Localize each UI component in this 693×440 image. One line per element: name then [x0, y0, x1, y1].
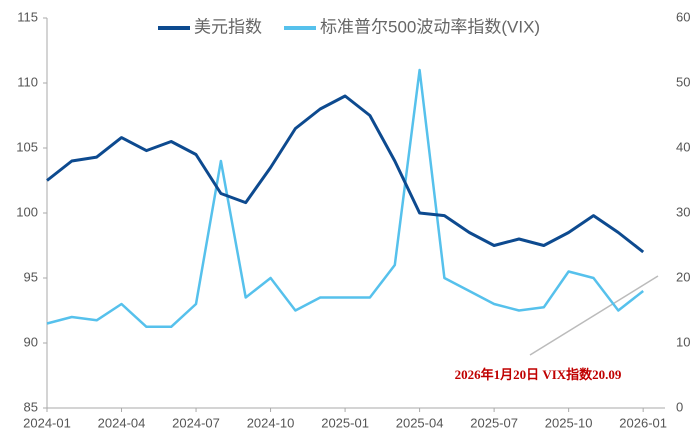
- x-tick-label: 2025-01: [321, 415, 369, 430]
- y-tick-label: 115: [17, 9, 38, 24]
- x-tick-label: 2026-01: [619, 415, 667, 430]
- x-tick-label: 2025-04: [396, 415, 444, 430]
- y-tick-label: 110: [17, 74, 38, 89]
- x-tick-label: 2025-10: [545, 415, 593, 430]
- x-tick-label: 2024-07: [172, 415, 220, 430]
- y2-tick-label: 40: [676, 139, 690, 154]
- x-tick-label: 2024-01: [23, 415, 71, 430]
- y-tick-label: 85: [24, 399, 38, 414]
- annotation-arrow: [529, 275, 659, 356]
- y2-tick-label: 20: [676, 269, 690, 284]
- y2-tick-label: 10: [676, 334, 690, 349]
- x-tick-label: 2024-10: [247, 415, 295, 430]
- x-tick-label: 2024-04: [98, 415, 146, 430]
- legend-label: 美元指数: [194, 17, 262, 36]
- series-line: [46, 68, 644, 329]
- y2-tick-label: 60: [676, 9, 690, 24]
- x-tick-label: 2025-07: [470, 415, 518, 430]
- y2-tick-label: 50: [676, 74, 690, 89]
- y-tick-label: 100: [16, 204, 38, 219]
- legend-label: 标准普尔500波动率指数(VIX): [320, 17, 540, 36]
- y2-tick-label: 0: [676, 399, 683, 414]
- series-line: [46, 94, 645, 254]
- y2-tick-label: 30: [676, 204, 690, 219]
- annotation: 2026年1月20日 VIX指数20.09: [455, 367, 622, 382]
- y-tick-label: 95: [24, 269, 38, 284]
- y-tick-label: 105: [16, 139, 38, 154]
- y-tick-label: 90: [24, 334, 38, 349]
